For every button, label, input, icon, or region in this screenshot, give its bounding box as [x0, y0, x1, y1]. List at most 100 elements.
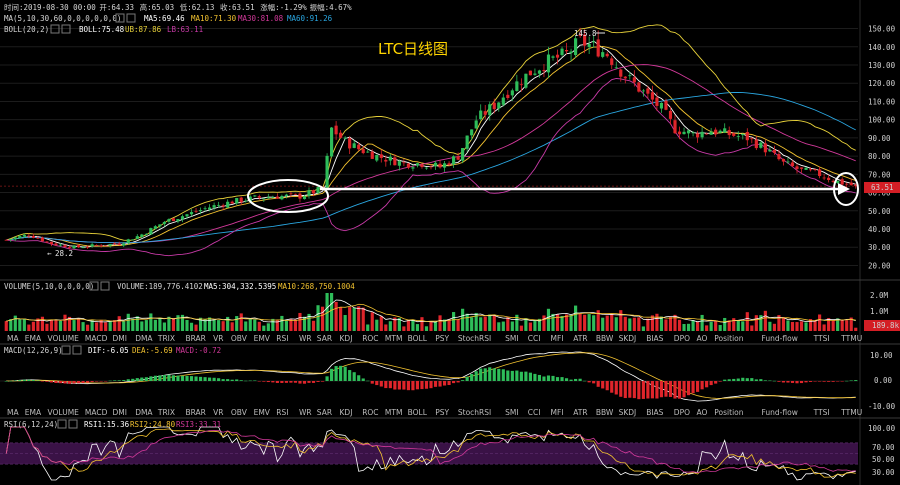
indicator-tab-roc[interactable]: ROC	[362, 334, 378, 343]
candle-body[interactable]	[641, 90, 645, 92]
candle-body[interactable]	[325, 155, 329, 188]
candle-body[interactable]	[76, 245, 81, 248]
indicator-tab-ao[interactable]: AO	[697, 334, 708, 343]
candle-body[interactable]	[384, 159, 388, 162]
candle-body[interactable]	[348, 138, 352, 149]
indicator-tab-ttmu[interactable]: TTMU	[840, 334, 862, 343]
candle-body[interactable]	[461, 147, 465, 161]
candle-body[interactable]	[501, 97, 505, 105]
candle-body[interactable]	[723, 128, 727, 133]
indicator-tab-stochrsi[interactable]: StochRSI	[458, 334, 491, 343]
candle-body[interactable]	[140, 234, 144, 237]
candle-body[interactable]	[185, 214, 189, 217]
candle-body[interactable]	[212, 205, 216, 208]
candle-body[interactable]	[497, 102, 501, 109]
candle-body[interactable]	[257, 196, 261, 198]
candle-body[interactable]	[614, 67, 618, 69]
candle-body[interactable]	[352, 143, 356, 148]
indicator-tab-boll[interactable]: BOLL	[408, 408, 428, 417]
candle-body[interactable]	[113, 243, 117, 245]
candle-body[interactable]	[542, 70, 546, 72]
indicator-tab-rsi[interactable]: RSI	[276, 334, 288, 343]
indicator-tab-vr[interactable]: VR	[213, 408, 223, 417]
candle-body[interactable]	[474, 120, 478, 129]
candle-body[interactable]	[298, 193, 302, 199]
candle-body[interactable]	[31, 235, 35, 238]
candle-body[interactable]	[334, 125, 338, 135]
candle-body[interactable]	[596, 39, 600, 57]
candle-body[interactable]	[420, 164, 424, 168]
candle-body[interactable]	[27, 235, 31, 237]
indicator-tab-bias[interactable]: BIAS	[646, 334, 663, 343]
indicator-tab-bbw[interactable]: BBW	[596, 334, 614, 343]
indicator-tab-mtm[interactable]: MTM	[385, 334, 403, 343]
candle-body[interactable]	[727, 130, 731, 136]
candle-body[interactable]	[122, 243, 126, 246]
candle-body[interactable]	[442, 163, 447, 168]
candle-body[interactable]	[578, 34, 582, 36]
candle-body[interactable]	[623, 76, 627, 79]
candle-body[interactable]	[533, 73, 537, 75]
candle-body[interactable]	[605, 53, 609, 57]
candle-body[interactable]	[628, 75, 632, 77]
indicator-tab-psy[interactable]: PSY	[435, 408, 449, 417]
candle-body[interactable]	[682, 131, 686, 135]
candle-body[interactable]	[813, 169, 817, 171]
candle-body[interactable]	[447, 163, 451, 166]
indicator-tab-wr[interactable]: WR	[299, 334, 312, 343]
candle-body[interactable]	[677, 131, 682, 135]
candle-body[interactable]	[248, 196, 252, 202]
settings-icon[interactable]	[57, 419, 67, 429]
candle-body[interactable]	[741, 133, 745, 136]
indicator-tab-smi[interactable]: SMI	[505, 334, 518, 343]
candle-body[interactable]	[668, 110, 673, 119]
candle-body[interactable]	[167, 219, 171, 222]
indicator-tab-ao[interactable]: AO	[697, 408, 708, 417]
candle-body[interactable]	[632, 77, 636, 83]
candle-body[interactable]	[99, 245, 103, 247]
candle-body[interactable]	[357, 144, 361, 150]
candle-body[interactable]	[587, 43, 591, 48]
indicator-tab-bias[interactable]: BIAS	[646, 408, 663, 417]
candle-body[interactable]	[307, 190, 311, 196]
candle-body[interactable]	[650, 92, 654, 100]
candle-body[interactable]	[854, 184, 858, 187]
candle-body[interactable]	[171, 218, 176, 222]
indicator-tabs[interactable]: MA EMA VOLUME MACD DMI DMA TRIX BRAR VR OBV EMV RSI…	[7, 408, 862, 417]
candle-body[interactable]	[818, 169, 822, 177]
candle-body[interactable]	[488, 104, 492, 116]
indicator-tab-position[interactable]: Position	[714, 408, 743, 417]
candle-body[interactable]	[393, 157, 397, 166]
indicator-tab-atr[interactable]: ATR	[573, 334, 587, 343]
candle-body[interactable]	[537, 70, 542, 74]
candle-body[interactable]	[203, 208, 207, 210]
indicator-tab-dpo[interactable]: DPO	[674, 408, 690, 417]
candle-body[interactable]	[411, 167, 415, 169]
indicator-tab-cci[interactable]: CCI	[528, 334, 541, 343]
settings-icon[interactable]	[50, 24, 60, 34]
candle-body[interactable]	[827, 177, 831, 181]
candle-body[interactable]	[583, 34, 587, 46]
candle-body[interactable]	[343, 137, 347, 139]
indicator-tab-skdj[interactable]: SKDJ	[619, 408, 637, 417]
candle-body[interactable]	[40, 237, 44, 242]
candle-body[interactable]	[63, 245, 67, 248]
candle-body[interactable]	[131, 239, 135, 241]
candle-body[interactable]	[208, 207, 212, 210]
candle-body[interactable]	[239, 197, 243, 203]
candle-body[interactable]	[117, 243, 121, 245]
candle-body[interactable]	[470, 129, 474, 136]
settings-icon[interactable]	[61, 345, 71, 355]
candle-body[interactable]	[840, 179, 844, 185]
candle-body[interactable]	[13, 237, 17, 240]
candle-body[interactable]	[601, 52, 605, 57]
indicator-tab-trix[interactable]: TRIX	[157, 408, 175, 417]
indicator-tab-brar[interactable]: BRAR	[186, 408, 206, 417]
candle-body[interactable]	[104, 245, 108, 247]
candle-body[interactable]	[479, 110, 483, 119]
candle-body[interactable]	[759, 142, 763, 148]
candle-body[interactable]	[153, 226, 157, 229]
candle-body[interactable]	[831, 180, 835, 182]
candle-body[interactable]	[375, 155, 379, 161]
indicator-tab-fund-flow[interactable]: Fund-flow	[762, 334, 798, 343]
